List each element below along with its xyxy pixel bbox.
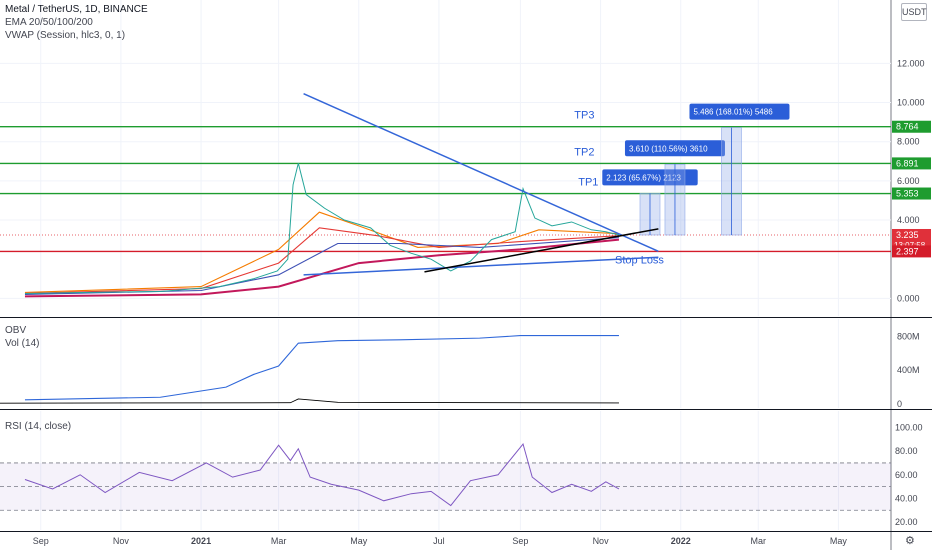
vwap-legend: VWAP (Session, hlc3, 0, 1) (5, 30, 126, 41)
time-tick-label: Sep (512, 536, 528, 546)
level-label: TP1 (578, 177, 598, 189)
target-label: 5.486 (168.01%) 5486 (693, 108, 773, 117)
time-tick-label: Jul (433, 536, 445, 546)
price-badge-label: 3.235 (896, 230, 919, 240)
obv-tick-label: 0 (897, 399, 902, 409)
ema-line (24, 211, 619, 294)
rsi-title: RSI (14, close) (5, 421, 72, 432)
time-tick-label: Mar (751, 536, 767, 546)
time-tick-label: Nov (593, 536, 610, 546)
price-badge-label: 2.397 (896, 246, 919, 256)
price-badge-label: 8.764 (896, 122, 919, 132)
level-label: Stop Loss (615, 254, 664, 266)
ema-legend: EMA 20/50/100/200 (5, 17, 93, 28)
obv-line (24, 335, 619, 401)
vol-title: Vol (14) (5, 338, 40, 349)
rsi-tick-label: 100.00 (895, 422, 923, 432)
time-tick-label: Nov (113, 536, 130, 546)
time-tick-label: Mar (271, 536, 287, 546)
price-tick-label: 0.000 (897, 293, 920, 303)
time-tick-label: May (830, 536, 848, 546)
rsi-tick-label: 40.00 (895, 493, 918, 503)
price-badge (892, 157, 931, 170)
price-tick-label: 10.000 (897, 98, 925, 108)
price-tick-label: 8.000 (897, 137, 920, 147)
time-tick-label: May (350, 536, 368, 546)
time-tick-label: 2022 (671, 536, 691, 546)
rsi-tick-label: 60.00 (895, 470, 918, 480)
price-tick-label: 4.000 (897, 215, 920, 225)
trend-line-upper (303, 93, 659, 253)
ema-line (24, 237, 620, 295)
price-badge-label: 5.353 (896, 189, 919, 199)
price-tick-label: 6.000 (897, 176, 920, 186)
price-badge (892, 187, 931, 200)
time-tick-label: 2021 (191, 536, 211, 546)
obv-tick-label: 800M (897, 331, 920, 341)
volume-sma-line (0, 398, 619, 404)
target-label: 2.123 (65.67%) 2123 (606, 173, 681, 182)
trend-line-lower (303, 256, 659, 276)
settings-gear-icon: ⚙ (905, 535, 915, 547)
target-label-bg (602, 169, 698, 186)
rsi-line (24, 442, 620, 507)
rsi-tick-label: 80.00 (895, 446, 918, 456)
price-badge (892, 245, 931, 258)
price-line (24, 163, 620, 294)
level-label: TP3 (574, 110, 594, 122)
time-tick-label: Sep (33, 536, 49, 546)
price-tick-label: 12.000 (897, 58, 925, 68)
price-badge (892, 120, 931, 133)
obv-title: OBV (5, 325, 27, 336)
trend-line-support (424, 228, 659, 273)
symbol-title: Metal / TetherUS, 1D, BINANCE (5, 4, 148, 15)
rsi-tick-label: 20.00 (895, 517, 918, 527)
level-label: TP2 (574, 146, 594, 158)
currency-button[interactable]: USDT (901, 3, 927, 21)
target-label: 3.610 (110.56%) 3610 (629, 144, 708, 153)
price-axis-bg (891, 0, 932, 550)
ema-line (24, 238, 620, 298)
target-label-bg (624, 140, 725, 157)
ema-line (24, 227, 620, 294)
target-label-bg (689, 103, 790, 120)
obv-tick-label: 400M (897, 365, 920, 375)
price-badge-label: 6.891 (896, 158, 919, 168)
